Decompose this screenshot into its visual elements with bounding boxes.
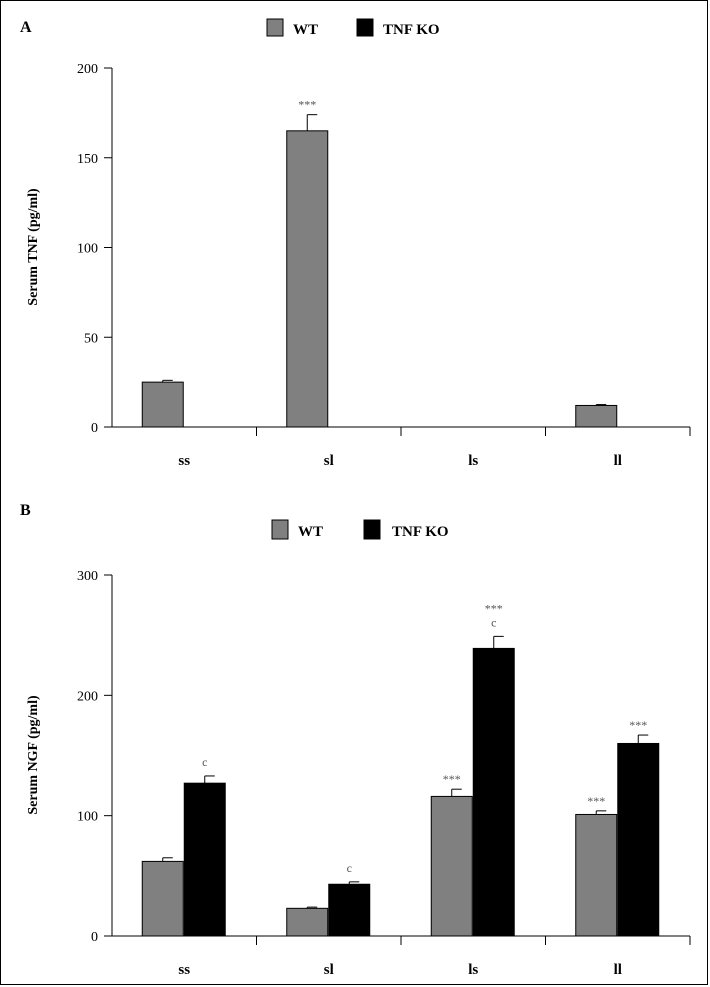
bar-wt-sl bbox=[286, 130, 329, 428]
y-tick-label: 0 bbox=[91, 930, 98, 945]
category-label-ss: ss bbox=[178, 962, 190, 978]
bar-wt-ss bbox=[141, 860, 184, 937]
legend-label-tnf-ko: TNF KO bbox=[392, 524, 449, 540]
bar-tnf-ko-ls bbox=[472, 647, 515, 937]
panel-a-legend: WT TNF KO bbox=[266, 18, 440, 38]
legend-swatch-wt bbox=[271, 519, 289, 540]
y-tick-label: 150 bbox=[77, 152, 98, 167]
significance-annotation: c bbox=[347, 861, 352, 875]
y-tick-label: 200 bbox=[77, 689, 98, 704]
bar-wt-ss bbox=[141, 381, 184, 428]
panel-b-legend: WT TNF KO bbox=[271, 519, 449, 540]
bar-wt-ll bbox=[575, 404, 618, 428]
category-label-ll: ll bbox=[614, 962, 622, 978]
panel-b-category-labels: ss sl ls ll bbox=[178, 962, 622, 978]
bar-tnf-ko-sl bbox=[328, 883, 371, 937]
panel-b-letter: B bbox=[20, 502, 31, 519]
category-label-ls: ls bbox=[468, 453, 478, 469]
legend-label-wt: WT bbox=[293, 22, 318, 38]
panel-b-y-ticks: 0 100 200 300 bbox=[77, 569, 112, 945]
significance-annotation: c bbox=[202, 755, 207, 769]
panel-a: A WT TNF KO Serum TNF (pg/ml) 0 50 100 150 2… bbox=[20, 18, 691, 469]
legend-swatch-tnf-ko bbox=[363, 519, 381, 540]
significance-annotation: c bbox=[491, 615, 496, 629]
y-tick-label: 200 bbox=[77, 62, 98, 77]
legend-label-tnf-ko: TNF KO bbox=[383, 22, 440, 38]
y-tick-label: 0 bbox=[91, 421, 98, 436]
legend-swatch-tnf-ko bbox=[356, 18, 374, 37]
legend-label-wt: WT bbox=[298, 524, 323, 540]
panel-b-bars: ******ccc****** bbox=[141, 601, 660, 937]
legend-swatch-wt bbox=[266, 18, 284, 37]
category-label-sl: sl bbox=[324, 453, 334, 469]
panel-b-x-ticks bbox=[256, 936, 691, 945]
panel-b: B WT TNF KO Serum NGF (pg/ml) 0 100 200 300… bbox=[20, 502, 691, 978]
category-label-ll: ll bbox=[614, 453, 622, 469]
panel-a-letter: A bbox=[20, 19, 32, 36]
y-tick-label: 100 bbox=[77, 242, 98, 257]
bar-tnf-ko-ll bbox=[617, 742, 660, 937]
y-tick-label: 100 bbox=[77, 810, 98, 825]
category-label-sl: sl bbox=[324, 962, 334, 978]
significance-annotation: *** bbox=[587, 794, 605, 808]
bar-wt-ls bbox=[430, 795, 473, 937]
significance-annotation: *** bbox=[485, 601, 503, 615]
significance-annotation: *** bbox=[443, 772, 461, 786]
significance-annotation: *** bbox=[298, 98, 316, 112]
panel-a-y-ticks: 0 50 100 150 200 bbox=[77, 62, 112, 436]
bar-tnf-ko-ss bbox=[183, 782, 226, 937]
panel-a-category-labels: ss sl ls ll bbox=[178, 453, 622, 469]
bar-wt-ll bbox=[575, 813, 618, 937]
y-tick-label: 300 bbox=[77, 569, 98, 584]
y-tick-label: 50 bbox=[84, 331, 98, 346]
panel-a-y-axis-title: Serum TNF (pg/ml) bbox=[26, 188, 41, 306]
significance-annotation: *** bbox=[629, 718, 647, 732]
category-label-ls: ls bbox=[468, 962, 478, 978]
panel-a-x-ticks bbox=[256, 427, 691, 436]
panel-b-y-axis-title: Serum NGF (pg/ml) bbox=[26, 695, 41, 815]
bar-wt-sl bbox=[286, 907, 329, 937]
category-label-ss: ss bbox=[178, 453, 190, 469]
panel-a-bars: *** bbox=[141, 98, 618, 428]
